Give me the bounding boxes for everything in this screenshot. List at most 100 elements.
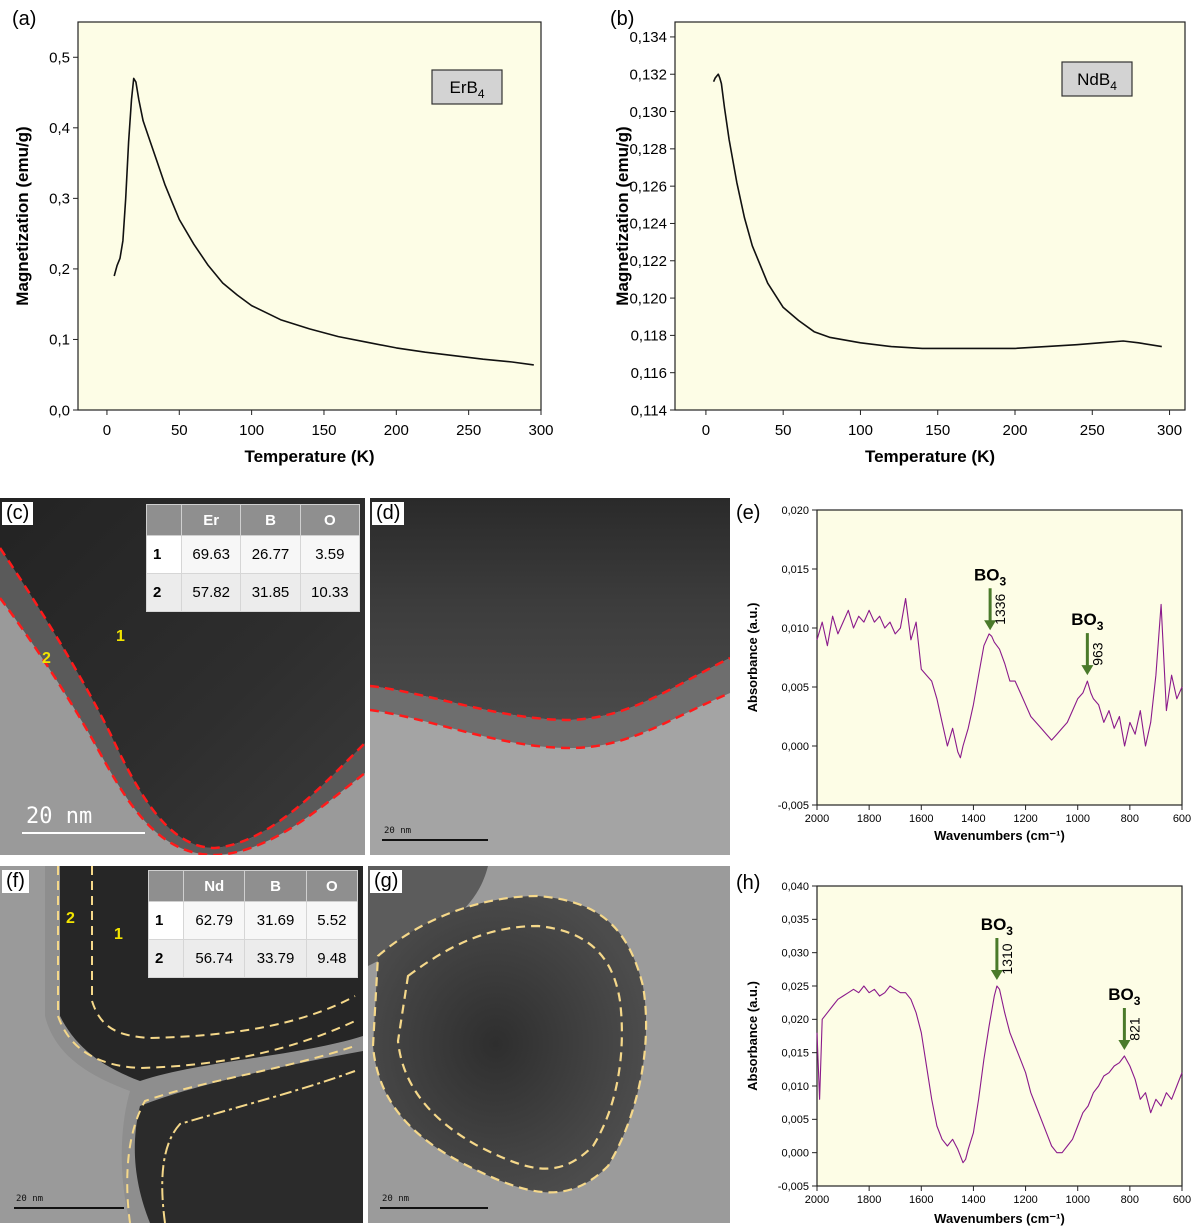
eds-header-nd: Nd (182, 870, 246, 902)
x-tick-label: 300 (1157, 422, 1182, 439)
interface-line-inner (0, 597, 365, 855)
legend-label: ErB4 (449, 78, 484, 101)
y-axis-label: Magnetization (emu/g) (613, 126, 632, 305)
y-tick-label: 0,5 (49, 50, 70, 67)
eds-header-b: B (244, 870, 307, 902)
interface-line (91, 866, 356, 1040)
y-axis-label: Magnetization (emu/g) (13, 126, 32, 305)
panel-label-a: (a) (12, 8, 37, 30)
table-row: 2 56.74 33.79 9.48 (148, 939, 359, 978)
x-tick-label: 0 (103, 422, 111, 439)
tem-image-f: (f) 2 1 20 nm Nd B O 1 62.79 31.69 5.52 … (0, 866, 363, 1223)
y-tick-label: 0,122 (629, 253, 667, 270)
y-tick-label: 0,4 (49, 120, 70, 137)
x-tick-label: 1800 (857, 1194, 881, 1206)
x-tick-label: 800 (1121, 813, 1139, 825)
annotation-subscript: 3 (1006, 924, 1013, 938)
magnetization-chart-erb4: 0 50 100 150 200 250 300 0,0 0,1 0,2 0,3 0,4 0,5 Temp… (13, 21, 554, 466)
eds-cell: 33.79 (244, 939, 307, 978)
magnetization-chart-ndb4: 0 50 100 150 200 250 300 0,114 0,116 0,118 0,120 0,… (613, 21, 1186, 466)
interface-line-inner (396, 924, 623, 1170)
eds-cell: 56.74 (182, 939, 246, 978)
eds-header-o: O (299, 504, 361, 536)
x-tick-label: 200 (384, 422, 409, 439)
x-tick-label: 250 (1080, 422, 1105, 439)
y-tick-label: 0,005 (781, 1114, 809, 1126)
x-tick-label: 50 (171, 422, 188, 439)
data-series-line (712, 73, 1162, 350)
annotation-subscript: 3 (1134, 994, 1141, 1008)
y-tick-label: 0,010 (781, 1081, 809, 1093)
x-tick-label: 50 (775, 422, 792, 439)
x-tick-label: 1200 (1013, 1194, 1037, 1206)
x-tick-label: 0 (702, 422, 710, 439)
interface-line (57, 866, 356, 1070)
y-tick-label: 0,3 (49, 191, 70, 208)
eds-cell: 69.63 (180, 535, 242, 574)
x-tick-label: 250 (456, 422, 481, 439)
x-tick-label: 1800 (857, 813, 881, 825)
annotation-value: 1336 (992, 593, 1008, 624)
region-label-1: 1 (116, 628, 125, 645)
x-tick-label: 2000 (805, 813, 829, 825)
x-tick-label: 300 (528, 422, 553, 439)
eds-cell: 62.79 (182, 901, 246, 940)
interface-line-outer (371, 894, 648, 1194)
region-label-2: 2 (42, 650, 51, 667)
x-tick-label: 150 (925, 422, 950, 439)
annotation-value: 963 (1089, 642, 1105, 666)
annotation-value: 1310 (999, 943, 1015, 974)
y-tick-label: 0,000 (781, 741, 809, 753)
x-tick-label: 1000 (1065, 813, 1089, 825)
y-tick-label: 0,040 (781, 881, 809, 893)
y-axis-label: Absorbance (a.u.) (745, 981, 760, 1091)
y-tick-label: 0,020 (781, 1014, 809, 1026)
eds-header-blank (148, 870, 184, 902)
tem-image-d: (d) 20 nm (370, 498, 730, 855)
x-tick-label: 100 (239, 422, 264, 439)
x-tick-label: 1600 (909, 813, 933, 825)
plot-area (816, 509, 1183, 806)
eds-table-nd: Nd B O 1 62.79 31.69 5.52 2 56.74 33.79 … (148, 870, 359, 978)
interface-line (126, 1045, 356, 1223)
scale-bar-label: 20 nm (384, 826, 412, 836)
x-tick-label: 600 (1173, 813, 1191, 825)
scale-bar-label: 20 nm (382, 1194, 410, 1204)
y-tick-label: -0,005 (778, 1181, 809, 1193)
panel-label-g: (g) (370, 870, 403, 893)
y-tick-label: 0,124 (629, 216, 667, 233)
legend-subscript: 4 (1110, 79, 1117, 93)
interface-line-outer (370, 656, 730, 722)
interface-line (161, 1070, 356, 1223)
table-row: 1 69.63 26.77 3.59 (146, 535, 361, 574)
eds-cell: 3.59 (299, 535, 361, 574)
y-tick-label: 0,132 (629, 66, 667, 83)
eds-header-blank (146, 504, 182, 536)
x-tick-label: 150 (311, 422, 336, 439)
table-row: 1 62.79 31.69 5.52 (148, 901, 359, 940)
legend-box (431, 69, 503, 105)
region-label-1: 1 (114, 926, 123, 943)
interface-line-outer (0, 547, 365, 850)
panel-label-d: (d) (372, 502, 405, 525)
legend-subscript: 4 (478, 87, 485, 101)
x-tick-label: 2000 (805, 1194, 829, 1206)
y-tick-label: 0,130 (629, 104, 667, 121)
annotation-label: BO3 (1071, 610, 1104, 633)
annotation-subscript: 3 (1000, 574, 1007, 588)
annotation-label: BO3 (981, 915, 1014, 938)
tem-image-d-art (370, 498, 730, 855)
data-series-line (816, 985, 1183, 1164)
eds-cell: 57.82 (180, 573, 242, 612)
x-axis-label: Wavenumbers (cm⁻¹) (934, 828, 1065, 843)
x-tick-label: 200 (1002, 422, 1027, 439)
x-tick-label: 1400 (961, 1194, 985, 1206)
y-tick-label: 0,128 (629, 141, 667, 158)
y-tick-label: 0,035 (781, 914, 809, 926)
annotation-arrow-head (1118, 1040, 1131, 1050)
plot-area (816, 885, 1183, 1187)
eds-header-b: B (240, 504, 301, 536)
y-tick-label: 0,015 (781, 564, 809, 576)
tem-image-g: (g) 20 nm (368, 866, 730, 1223)
ftir-chart-ndb4: 2000 1800 1600 1400 1200 1000 800 600 -0,005 0,00… (745, 881, 1191, 1226)
